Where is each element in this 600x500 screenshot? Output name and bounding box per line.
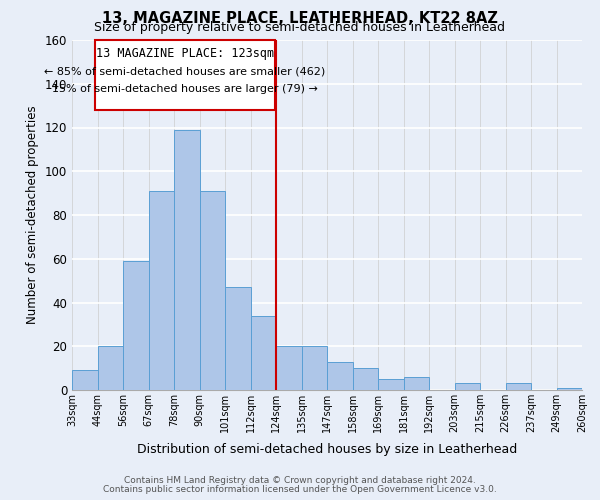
Bar	[378, 379, 404, 390]
Bar	[174, 130, 199, 390]
FancyBboxPatch shape	[95, 40, 275, 110]
Bar	[455, 384, 480, 390]
Bar	[199, 191, 225, 390]
Bar	[251, 316, 276, 390]
Bar	[353, 368, 378, 390]
Text: Size of property relative to semi-detached houses in Leatherhead: Size of property relative to semi-detach…	[95, 22, 505, 35]
Bar	[302, 346, 327, 390]
Text: Contains public sector information licensed under the Open Government Licence v3: Contains public sector information licen…	[103, 484, 497, 494]
Bar	[557, 388, 582, 390]
Bar	[149, 191, 174, 390]
Text: Contains HM Land Registry data © Crown copyright and database right 2024.: Contains HM Land Registry data © Crown c…	[124, 476, 476, 485]
Y-axis label: Number of semi-detached properties: Number of semi-detached properties	[26, 106, 39, 324]
Bar	[276, 346, 302, 390]
Text: ← 85% of semi-detached houses are smaller (462): ← 85% of semi-detached houses are smalle…	[44, 66, 325, 76]
Bar	[123, 261, 149, 390]
Bar	[72, 370, 97, 390]
Bar	[505, 384, 531, 390]
Text: 15% of semi-detached houses are larger (79) →: 15% of semi-detached houses are larger (…	[52, 84, 318, 94]
X-axis label: Distribution of semi-detached houses by size in Leatherhead: Distribution of semi-detached houses by …	[137, 444, 517, 456]
Bar	[97, 346, 123, 390]
Text: 13, MAGAZINE PLACE, LEATHERHEAD, KT22 8AZ: 13, MAGAZINE PLACE, LEATHERHEAD, KT22 8A…	[102, 11, 498, 26]
Bar	[225, 287, 251, 390]
Bar	[327, 362, 353, 390]
Text: 13 MAGAZINE PLACE: 123sqm: 13 MAGAZINE PLACE: 123sqm	[96, 46, 274, 60]
Bar	[404, 377, 429, 390]
